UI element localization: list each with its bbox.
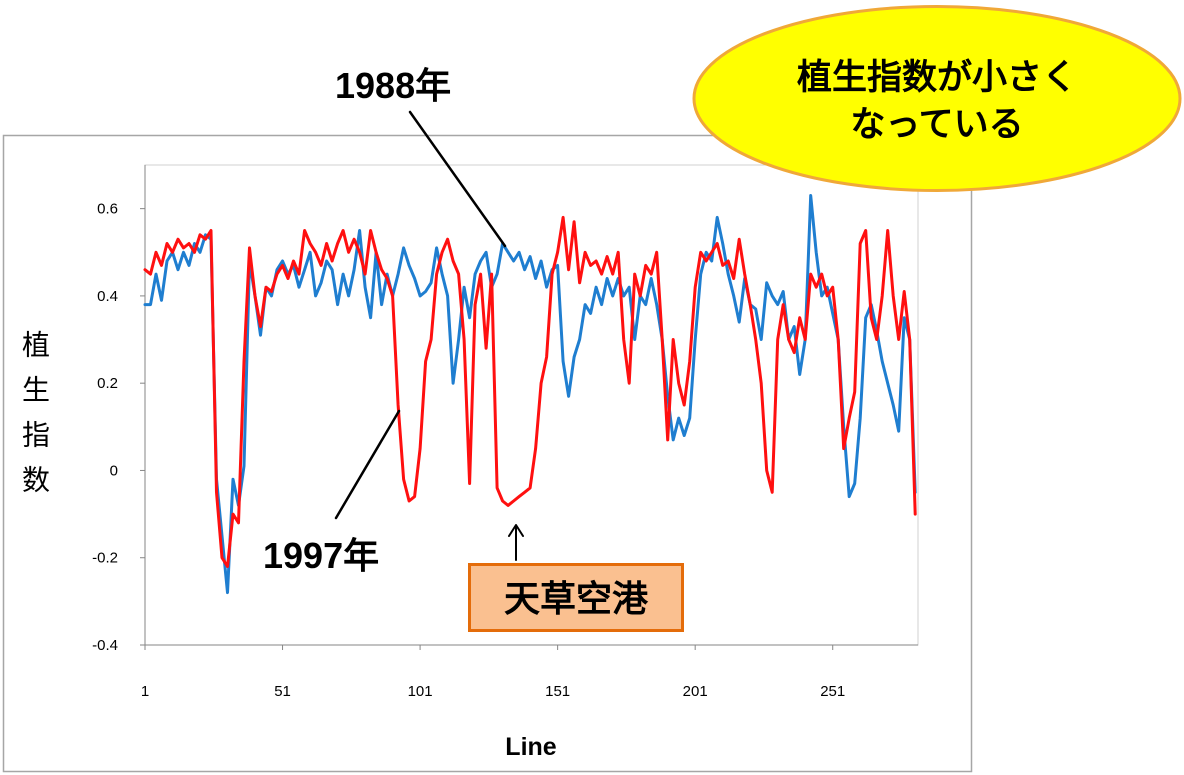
x-tick-label: 1 xyxy=(141,683,149,700)
airport-arrow xyxy=(508,524,524,561)
x-axis-ticks: 1 51 101 151 201 251 xyxy=(141,645,845,700)
callout-ellipse xyxy=(692,5,1182,192)
x-axis-title: Line xyxy=(505,733,556,761)
y-tick-label: 0.6 xyxy=(97,201,118,218)
arrow-head xyxy=(508,524,524,537)
annotation-1997-label: 1997年 xyxy=(263,535,379,576)
annotation-1988-pointer xyxy=(408,110,507,248)
callout-text-line-2: なっている xyxy=(850,105,1023,144)
airport-label: 天草空港 xyxy=(504,578,649,619)
x-tick-label: 201 xyxy=(683,683,708,700)
x-tick-label: 101 xyxy=(408,683,433,700)
y-tick-label: 0.2 xyxy=(97,375,118,392)
x-tick-label: 51 xyxy=(274,683,291,700)
airport-label-box xyxy=(468,563,684,632)
x-tick-label: 251 xyxy=(820,683,845,700)
y-tick-label: 0 xyxy=(110,462,118,479)
y-tick-label: 0.4 xyxy=(97,288,118,305)
x-tick-label: 151 xyxy=(545,683,570,700)
annotation-1997-pointer xyxy=(334,409,401,520)
annotation-1988-label: 1988年 xyxy=(335,65,451,106)
callout-text-line-1: 植生指数が小さく xyxy=(797,58,1077,97)
y-tick-label: -0.2 xyxy=(92,550,118,567)
series-line-2 xyxy=(143,215,917,568)
y-tick-label: -0.4 xyxy=(92,637,118,654)
series-layer xyxy=(143,194,917,595)
y-axis-ticks: -0.4 -0.2 0 0.2 0.4 0.6 xyxy=(92,201,145,654)
y-axis-title: 植生指数 xyxy=(19,330,50,510)
